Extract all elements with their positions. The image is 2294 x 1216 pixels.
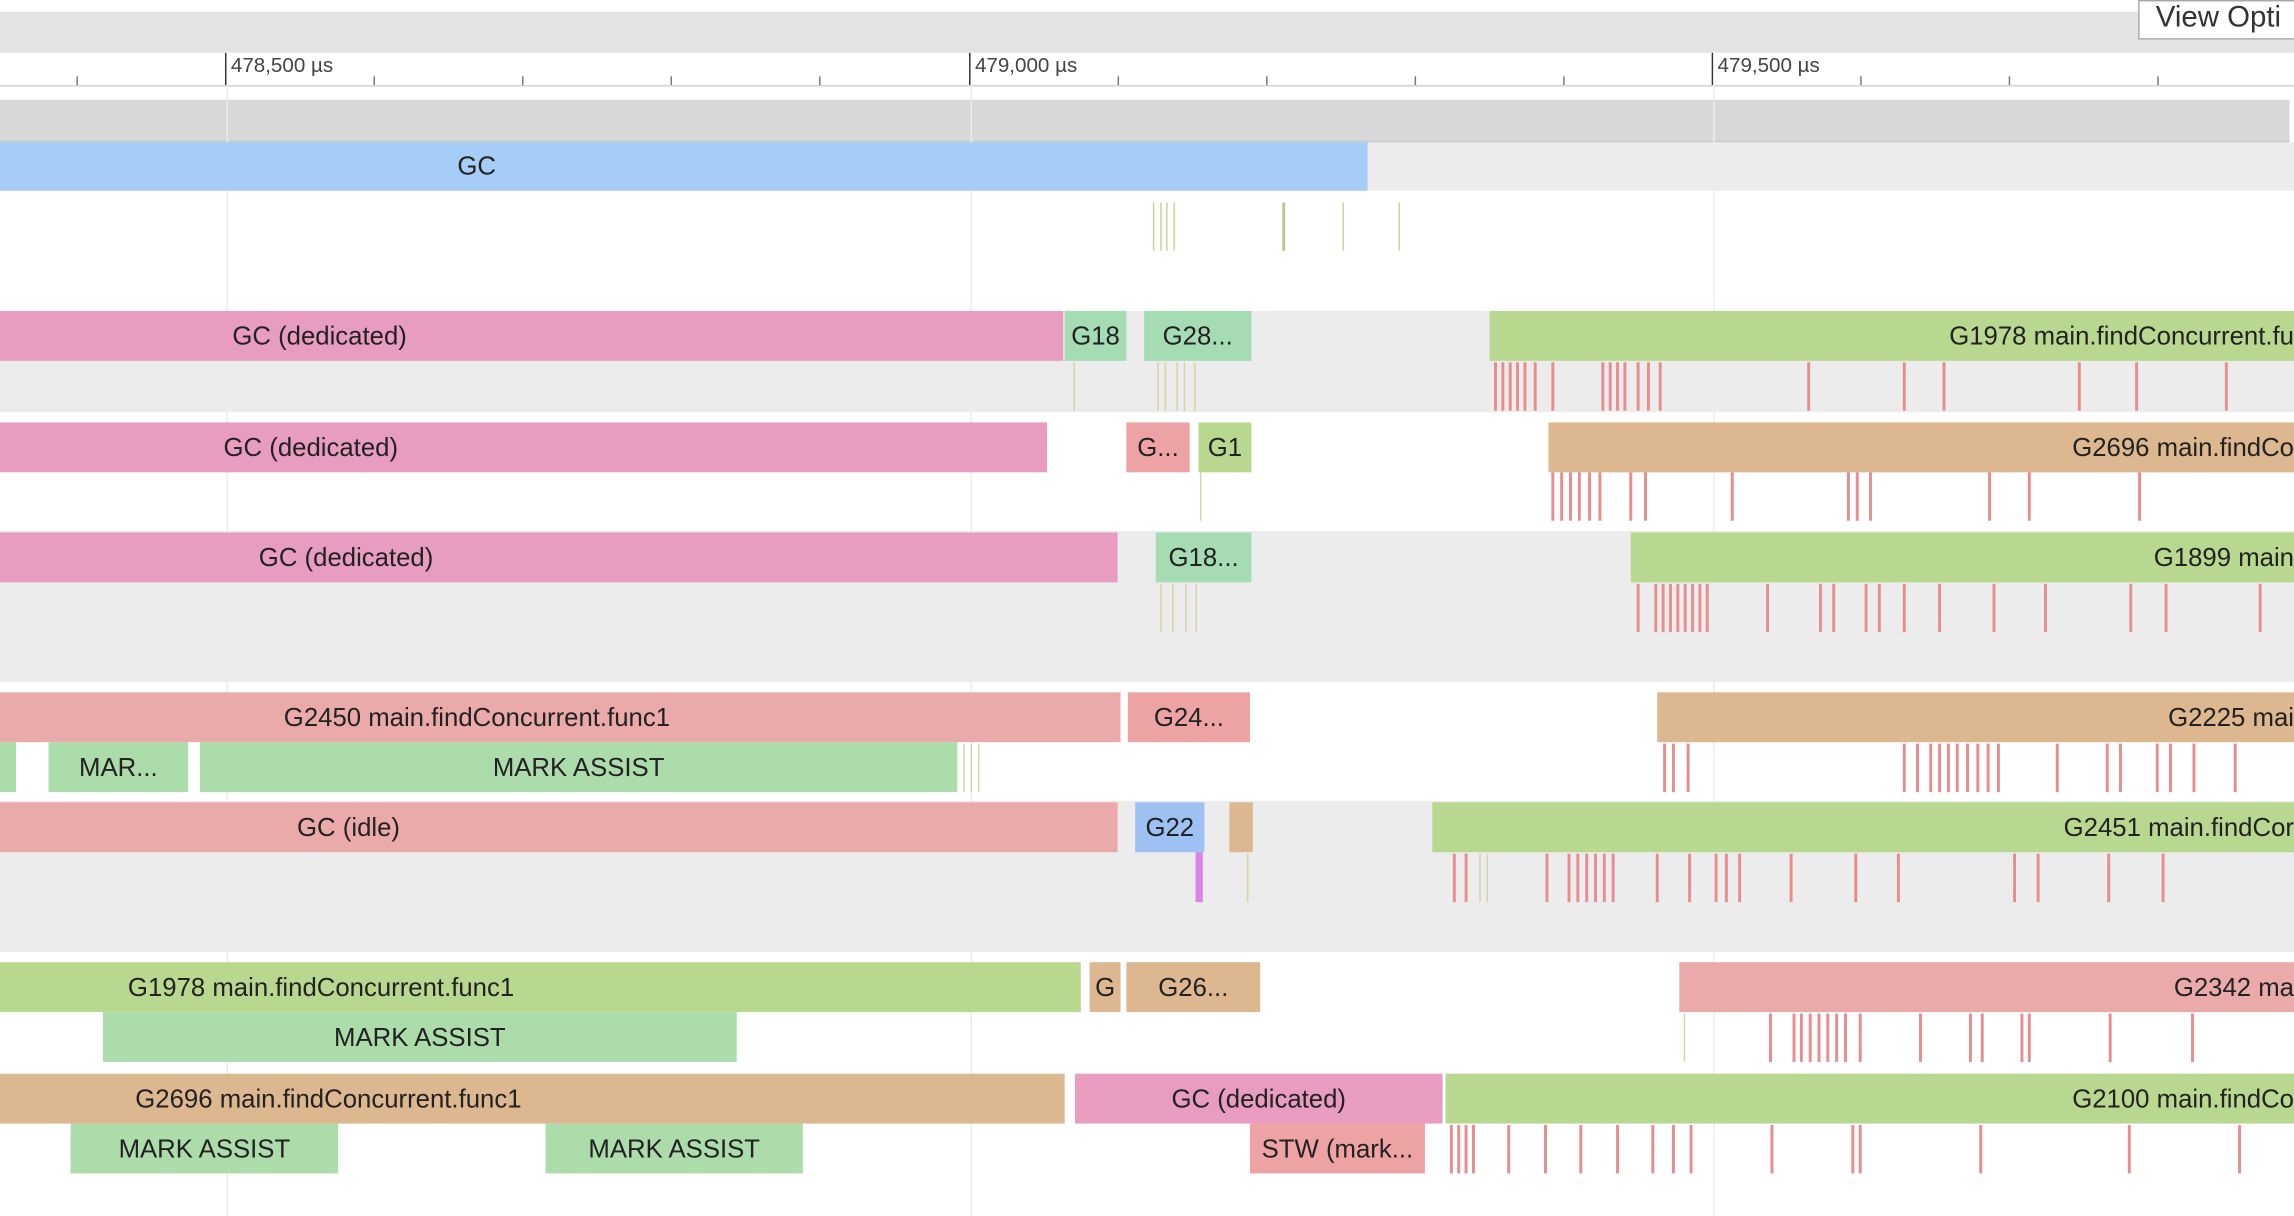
ruler-tick (373, 76, 375, 86)
goroutine-slice[interactable]: G22 (1135, 802, 1205, 853)
slice-label: G18 (1071, 320, 1120, 350)
slice-label: GC (idle) (297, 811, 400, 842)
mark-assist-slice[interactable]: MAR... (48, 742, 189, 793)
slice-label: G2696 main.findConcurrent.func1 (135, 1083, 522, 1113)
event-mark (1173, 202, 1175, 251)
goroutine-slice[interactable]: G28... (1144, 310, 1252, 361)
slice-label: GC (dedicated) (223, 431, 399, 462)
grid-line (970, 85, 973, 1216)
slice-label: G (1095, 971, 1116, 1002)
ruler-tick (522, 76, 524, 86)
slice-label: GC (dedicated) (1171, 1083, 1346, 1113)
slice-label: G1 (1207, 431, 1243, 462)
ruler-tick (1860, 76, 1862, 86)
slice-label: GC (dedicated) (258, 541, 434, 572)
slice-label: G18... (1168, 541, 1239, 572)
ruler-tick (224, 52, 227, 86)
grid-line (226, 85, 228, 1216)
goroutine-slice[interactable]: G2450 main.findConcurrent.func1 (0, 692, 1121, 743)
ruler-tick (2008, 76, 2011, 86)
ruler-tick (76, 76, 78, 86)
slice-label: MARK ASSIST (118, 1133, 291, 1163)
slice-label: MAR... (79, 751, 158, 782)
goroutine-slice[interactable]: G26... (1126, 962, 1261, 1013)
slice-label: MARK ASSIST (588, 1133, 761, 1163)
slice-label: GC (dedicated) (232, 320, 407, 350)
time-ruler[interactable]: 478,500 µs 479,000 µs 479,500 µs (0, 52, 2294, 87)
mark-assist-slice[interactable]: MARK ASSIST (102, 1012, 737, 1062)
slice-label: G2342 ma (2173, 971, 2294, 1002)
slice-label: G2225 mai (2168, 701, 2294, 732)
slice-label: STW (mark... (1261, 1133, 1414, 1163)
event-mark (1282, 202, 1286, 251)
goroutine-slice[interactable]: G... (1126, 422, 1190, 473)
goroutine-slice[interactable]: G1899 main (1630, 532, 2294, 583)
ruler-label: 479,500 µs (1717, 52, 1820, 77)
goroutine-slice[interactable] (1229, 802, 1253, 853)
slice-label: G2100 main.findCo (2072, 1083, 2294, 1113)
goroutine-slice[interactable]: G2100 main.findCo (1445, 1073, 2294, 1124)
ruler-tick (2157, 76, 2159, 86)
goroutine-slice[interactable]: G2696 main.findCo (1548, 422, 2294, 473)
slice-label: G26... (1158, 971, 1229, 1002)
goroutine-slice[interactable]: G (1089, 962, 1121, 1013)
slice-label: G24... (1153, 701, 1224, 732)
event-mark (1195, 852, 1203, 903)
gc-dedicated-slice[interactable]: GC (dedicated) (1074, 1073, 1443, 1124)
slice-label: G1899 main (2153, 541, 2294, 572)
slice-label: G2696 main.findCo (2072, 431, 2294, 462)
event-mark (1398, 202, 1400, 251)
goroutine-slice[interactable]: G2451 main.findCor (1432, 802, 2294, 853)
slice-label: MARK ASSIST (492, 751, 665, 782)
gc-dedicated-slice[interactable]: GC (dedicated) (0, 422, 1047, 473)
goroutine-slice[interactable]: G1978 main.findConcurrent.fu (1489, 310, 2294, 361)
ruler-tick (819, 76, 821, 86)
gc-dedicated-slice[interactable]: GC (dedicated) (0, 532, 1118, 583)
mark-assist-slice[interactable] (0, 742, 17, 793)
ruler-tick (969, 52, 971, 86)
ruler-tick (1711, 52, 1714, 86)
slice-label: G1978 main.findConcurrent.fu (1949, 320, 2294, 350)
mark-assist-slice[interactable]: MARK ASSIST (70, 1123, 339, 1174)
event-mark (1342, 202, 1345, 251)
stw-slice[interactable]: STW (mark... (1249, 1123, 1425, 1174)
goroutine-slice[interactable]: G1 (1198, 422, 1252, 473)
goroutine-slice[interactable]: G2342 ma (1679, 962, 2294, 1013)
slice-label: G2450 main.findConcurrent.func1 (283, 701, 671, 732)
slice-label: G1978 main.findConcurrent.func1 (127, 971, 515, 1002)
goroutine-slice[interactable]: G2696 main.findConcurrent.func1 (0, 1073, 1065, 1124)
event-mark (1166, 202, 1168, 251)
ruler-tick (670, 76, 673, 86)
event-mark (1160, 202, 1162, 251)
event-mark (1152, 202, 1155, 251)
ruler-tick (1117, 76, 1120, 86)
ruler-label: 478,500 µs (230, 52, 334, 77)
slice-label: MARK ASSIST (334, 1021, 506, 1051)
ruler-label: 479,000 µs (974, 52, 1078, 77)
gc-idle-slice[interactable]: GC (idle) (0, 802, 1118, 853)
grid-line (1713, 85, 1715, 1216)
slice-label: G28... (1162, 320, 1233, 350)
slice-label: G22 (1145, 811, 1195, 842)
mark-assist-slice[interactable]: MARK ASSIST (545, 1123, 803, 1174)
ruler-tick (1266, 76, 1268, 86)
slice-label: G2451 main.findCor (2063, 811, 2294, 842)
view-options-button[interactable]: View Opti (2138, 0, 2294, 40)
viewport-strip (0, 11, 2294, 53)
gc-dedicated-slice[interactable]: GC (dedicated) (0, 310, 1064, 361)
goroutine-slice[interactable]: G1978 main.findConcurrent.func1 (0, 962, 1081, 1013)
mark-assist-slice[interactable]: MARK ASSIST (199, 742, 958, 793)
gc-slice[interactable]: GC (0, 142, 1368, 191)
goroutine-slice[interactable]: G18... (1155, 532, 1252, 583)
summary-track (0, 99, 2290, 143)
goroutine-slice[interactable]: G24... (1127, 692, 1250, 743)
goroutine-slice[interactable]: G18 (1064, 310, 1127, 361)
ruler-tick (1563, 76, 1565, 86)
ruler-tick (1414, 76, 1417, 86)
slice-label: G... (1137, 431, 1179, 462)
goroutine-slice[interactable]: G2225 mai (1657, 692, 2294, 743)
gc-label: GC (457, 151, 496, 181)
